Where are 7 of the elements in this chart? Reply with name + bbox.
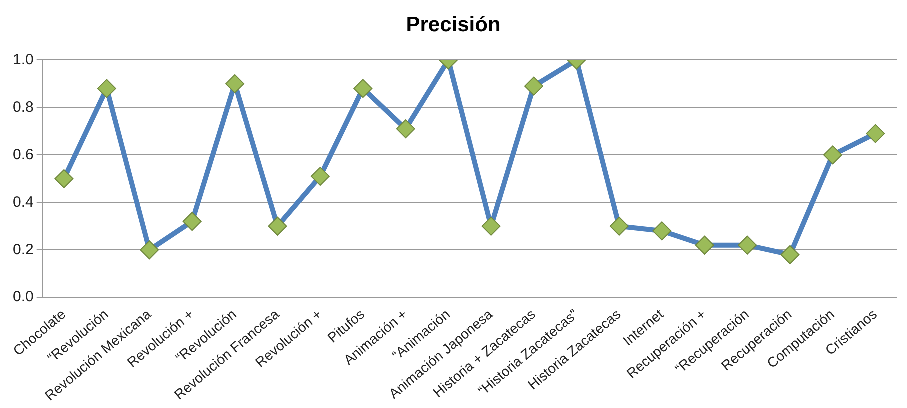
y-tick-label: 0.6 <box>12 146 34 164</box>
y-tick-label: 1.0 <box>12 51 34 68</box>
y-tick-label: 0.4 <box>12 194 34 211</box>
y-tick-label: 0.2 <box>12 241 34 258</box>
chart-title: Precisión <box>406 13 501 36</box>
y-tick-label: 0.0 <box>12 288 34 306</box>
y-tick-label: 0.8 <box>12 98 34 116</box>
